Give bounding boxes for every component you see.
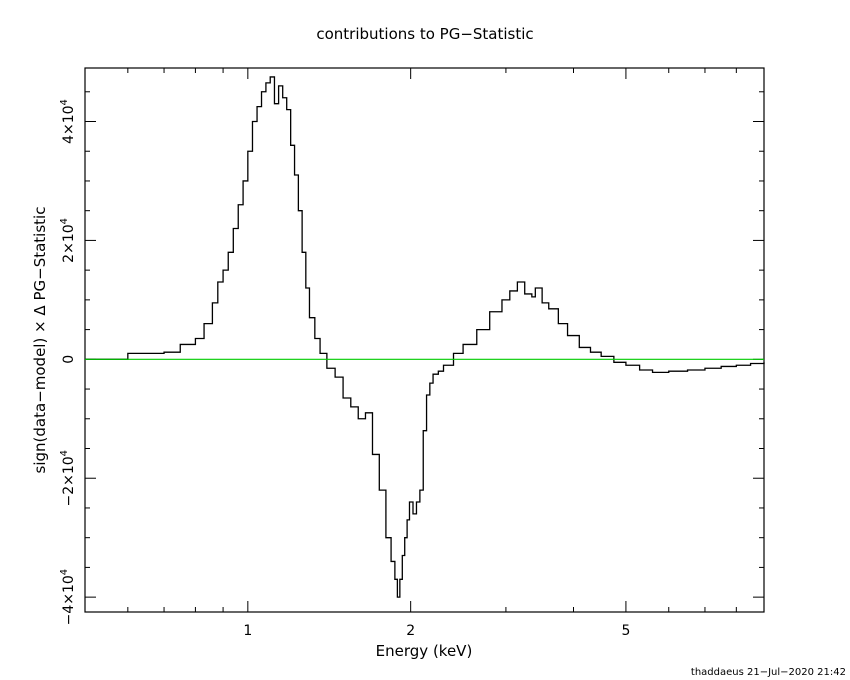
y-tick-label: −2×104 <box>59 450 77 507</box>
y-axis-label: sign(data−model) × Δ PG−Statistic <box>31 207 49 474</box>
footer-timestamp: thaddaeus 21−Jul−2020 21:42 <box>691 667 846 678</box>
chart-title: contributions to PG−Statistic <box>316 25 533 43</box>
series-layer <box>85 76 765 598</box>
series-line-contributions <box>85 76 765 598</box>
y-tick-label: −4×104 <box>59 569 77 626</box>
y-tick-labels: −4×104 −2×104 0 2×104 4×104 <box>59 99 77 625</box>
minor-ticks <box>85 68 765 612</box>
x-axis-label: Energy (keV) <box>376 642 473 660</box>
y-tick-label: 0 <box>61 355 77 364</box>
x-tick-label: 2 <box>406 623 415 639</box>
y-tick-label: 4×104 <box>59 99 77 144</box>
major-ticks <box>85 68 764 612</box>
plot-frame <box>84 67 765 613</box>
x-tick-labels: 1 2 5 <box>243 623 630 639</box>
y-tick-label: 2×104 <box>59 218 77 263</box>
x-tick-label: 1 <box>243 623 252 639</box>
x-tick-label: 5 <box>621 623 630 639</box>
